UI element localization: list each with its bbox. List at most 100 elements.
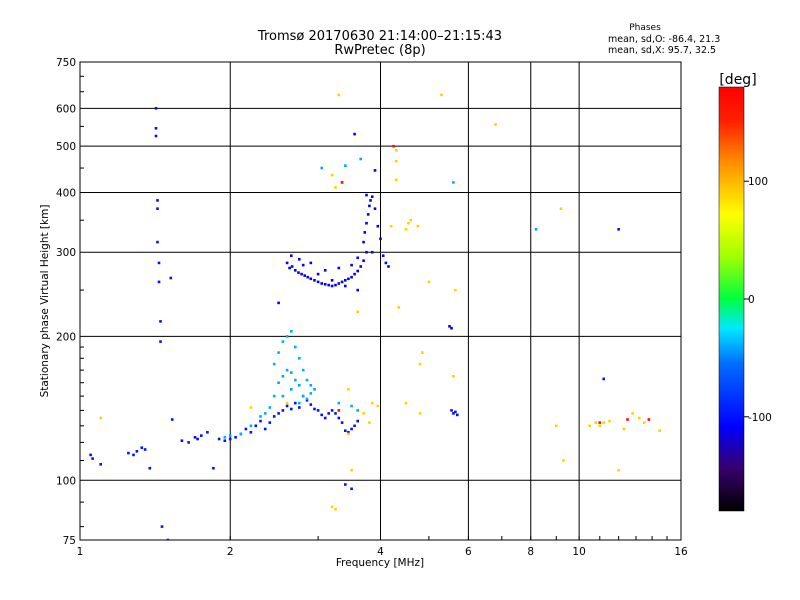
echo-point <box>384 261 388 265</box>
echo-point <box>376 224 380 228</box>
x-tick-label: 16 <box>674 546 688 558</box>
echo-point <box>353 272 356 276</box>
echo-point <box>313 407 316 411</box>
echo-point <box>316 280 320 284</box>
echo-point <box>294 269 297 272</box>
echo-point <box>313 388 316 391</box>
echo-point <box>169 276 173 280</box>
echo-point <box>359 157 362 161</box>
echo-point <box>344 279 347 282</box>
echo-point <box>249 406 253 409</box>
echo-point <box>334 283 337 287</box>
echo-point <box>638 416 641 420</box>
echo-point <box>407 221 410 225</box>
echo-point <box>281 340 285 343</box>
echo-point <box>389 224 393 228</box>
echo-point <box>285 368 289 372</box>
echo-point <box>193 436 197 439</box>
echo-point <box>494 123 497 126</box>
echo-point <box>347 432 350 436</box>
echo-point <box>658 429 661 432</box>
echo-point <box>350 487 353 491</box>
echo-point <box>298 258 301 261</box>
echo-point <box>228 437 232 441</box>
echo-point <box>598 421 602 424</box>
echo-point <box>370 195 374 198</box>
echo-point <box>290 388 293 391</box>
echo-point <box>277 301 280 305</box>
echo-point <box>143 448 147 451</box>
echo-point <box>340 280 344 284</box>
echo-point <box>320 282 323 285</box>
echo-point <box>305 378 309 382</box>
x-axis-label: Frequency [MHz] <box>336 557 424 569</box>
echo-point <box>306 275 310 279</box>
echo-point <box>285 401 289 405</box>
echo-point <box>337 266 341 270</box>
echo-point <box>608 419 611 423</box>
echo-point <box>309 384 313 387</box>
echo-point <box>366 213 370 216</box>
echo-point <box>456 413 459 417</box>
x-axis-ticks: 1 2 4 6 8 10 16 <box>77 546 688 558</box>
echo-point <box>340 181 344 184</box>
echo-point <box>365 250 368 254</box>
echo-point <box>303 274 306 277</box>
echo-point <box>268 406 272 409</box>
echo-point <box>156 199 159 202</box>
echo-point <box>223 436 227 439</box>
echo-point <box>206 431 209 434</box>
echo-point <box>356 419 359 423</box>
y-tick-label: 300 <box>56 247 76 259</box>
echo-point <box>617 228 620 231</box>
echo-point <box>368 204 371 208</box>
echo-point <box>337 93 341 97</box>
echo-point <box>350 263 353 267</box>
echo-point <box>323 283 327 286</box>
echo-point <box>622 427 626 431</box>
echo-point <box>132 453 135 457</box>
echo-point <box>170 418 174 421</box>
echo-point <box>409 218 413 222</box>
echo-point <box>427 280 431 284</box>
echo-point <box>562 459 565 462</box>
echo-point <box>223 439 227 442</box>
echo-point <box>301 368 305 372</box>
colorbar-tick-label: 100 <box>748 176 768 188</box>
echo-point <box>228 434 232 437</box>
echo-point <box>602 377 605 381</box>
echo-point <box>290 371 293 374</box>
echo-point <box>373 207 377 210</box>
echo-point <box>309 277 313 281</box>
echo-point <box>290 407 293 411</box>
echo-point <box>588 424 591 428</box>
echo-point <box>370 401 374 405</box>
echo-point <box>91 457 94 460</box>
colorbar-tick-label: 0 <box>748 294 755 306</box>
echo-point <box>272 362 276 366</box>
echo-point <box>268 421 272 424</box>
colorbar-tick-label: -100 <box>748 412 772 424</box>
echo-point <box>320 166 323 170</box>
echo-point <box>309 261 313 265</box>
echo-points <box>89 93 661 540</box>
echo-point <box>617 468 620 472</box>
echo-point <box>559 207 563 210</box>
y-axis-ticks: 75 100 200 300 400 500 600 750 <box>56 57 76 547</box>
echo-point <box>288 266 291 270</box>
echo-point <box>362 412 365 415</box>
x-tick-label: 8 <box>527 546 534 558</box>
echo-point <box>350 468 353 472</box>
echo-point <box>281 394 285 398</box>
echo-point <box>263 427 267 431</box>
echo-point <box>365 193 368 197</box>
chart-title: Tromsø 20170630 21:14:00–21:15:43 <box>257 29 502 44</box>
echo-point <box>301 263 305 267</box>
echo-point <box>594 421 598 424</box>
echo-point <box>154 127 158 130</box>
echo-point <box>156 207 159 210</box>
echo-point <box>217 437 221 441</box>
echo-point <box>212 466 215 470</box>
x-tick-label: 2 <box>227 546 234 558</box>
